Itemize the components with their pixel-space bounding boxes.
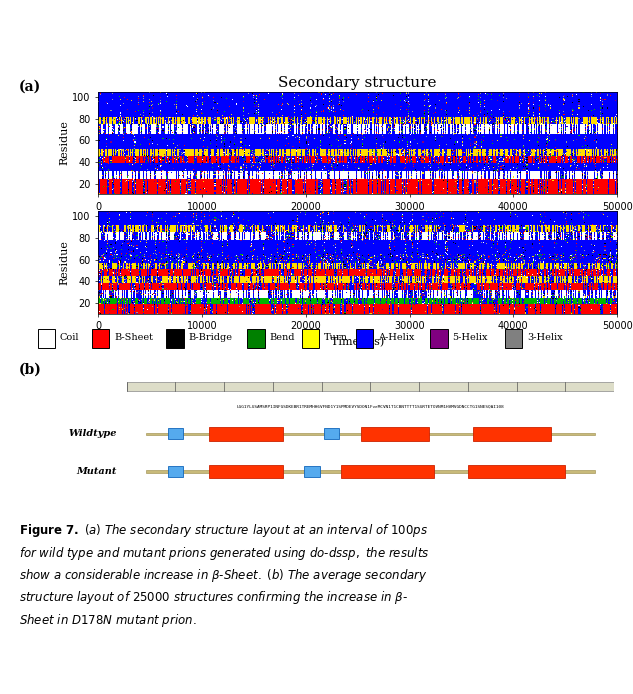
Bar bbox=[323, 428, 339, 439]
Text: Wildtype: Wildtype bbox=[68, 430, 117, 438]
Text: Bend: Bend bbox=[270, 334, 295, 342]
Bar bbox=[146, 432, 594, 435]
Y-axis label: Residue: Residue bbox=[60, 240, 70, 285]
Bar bbox=[473, 427, 551, 441]
Bar bbox=[430, 329, 448, 348]
Bar bbox=[92, 329, 110, 348]
Bar bbox=[356, 329, 373, 348]
Bar bbox=[301, 329, 319, 348]
Bar bbox=[166, 329, 184, 348]
Text: B-Sheet: B-Sheet bbox=[114, 334, 153, 342]
Text: Turn: Turn bbox=[324, 334, 348, 342]
Bar bbox=[468, 465, 565, 478]
Bar bbox=[146, 471, 594, 473]
Bar bbox=[248, 329, 265, 348]
Bar bbox=[37, 329, 55, 348]
Text: B-Bridge: B-Bridge bbox=[189, 334, 232, 342]
X-axis label: Time (ps): Time (ps) bbox=[331, 217, 384, 228]
Bar bbox=[304, 466, 320, 477]
Text: (b): (b) bbox=[19, 362, 42, 377]
Text: Coil: Coil bbox=[60, 334, 79, 342]
Text: LGG1YLGSAMSRP1INFGSDKEBR1TREMHH6VFND1Y1SPMDEVYSDON1FveMCVN1T1CBNTTTT1SGRTETOVNM1: LGG1YLGSAMSRP1INFGSDKEBR1TREMHH6VFND1Y1S… bbox=[237, 405, 504, 409]
Bar bbox=[505, 329, 522, 348]
Text: (a): (a) bbox=[19, 80, 41, 94]
Bar bbox=[210, 427, 282, 441]
Bar bbox=[361, 427, 429, 441]
Bar bbox=[210, 465, 282, 478]
Bar bbox=[168, 428, 183, 439]
Bar bbox=[168, 466, 183, 477]
Bar bbox=[127, 382, 614, 391]
Bar bbox=[341, 465, 434, 478]
Text: 5-Helix: 5-Helix bbox=[453, 334, 488, 342]
X-axis label: Time (ps): Time (ps) bbox=[331, 337, 384, 348]
Title: Secondary structure: Secondary structure bbox=[279, 76, 437, 90]
Text: $\bf{Figure\ 7.}$ $\it{(a)\ The\ secondary\ structure\ layout\ at\ an\ interval\: $\bf{Figure\ 7.}$ $\it{(a)\ The\ seconda… bbox=[19, 522, 429, 629]
Text: A-Helix: A-Helix bbox=[378, 334, 415, 342]
Text: 3-Helix: 3-Helix bbox=[527, 334, 563, 342]
Text: Mutant: Mutant bbox=[77, 467, 117, 476]
Y-axis label: Residue: Residue bbox=[60, 121, 70, 165]
